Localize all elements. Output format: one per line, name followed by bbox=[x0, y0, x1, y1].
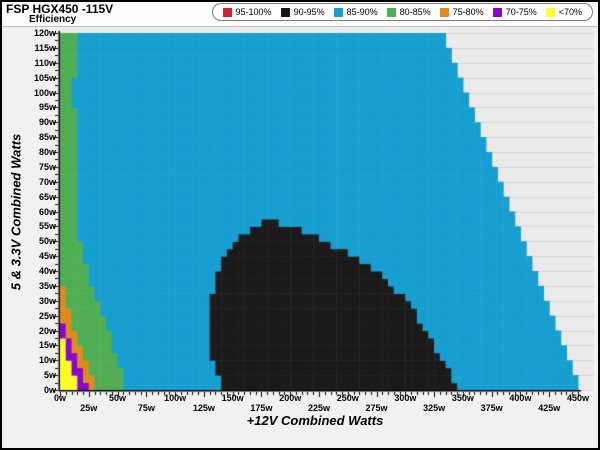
x-tick-label: 425w bbox=[538, 403, 561, 413]
y-tick-label: 0w bbox=[43, 385, 56, 395]
legend-item: 95-100% bbox=[222, 6, 272, 17]
page-title: FSP HGX450 -115V bbox=[6, 2, 114, 16]
x-tick-label: 225w bbox=[307, 403, 331, 413]
y-tick-label: 95w bbox=[38, 102, 56, 113]
y-axis-title: 5 & 3.3V Combined Watts bbox=[8, 133, 24, 291]
x-tick-label: 50w bbox=[109, 393, 127, 403]
y-tick-label: 65w bbox=[38, 191, 56, 202]
legend-item: 80-85% bbox=[386, 6, 431, 17]
y-tick-label: 45w bbox=[38, 251, 56, 262]
legend-label: 75-80% bbox=[452, 6, 484, 17]
legend-swatch-icon bbox=[545, 7, 555, 17]
y-tick-label: 115w bbox=[34, 42, 56, 53]
x-tick-label: 350w bbox=[451, 393, 474, 403]
y-tick-label: 80w bbox=[38, 147, 56, 157]
x-tick-label: 200w bbox=[279, 393, 302, 403]
y-tick-label: 110w bbox=[34, 57, 56, 68]
y-tick-label: 30w bbox=[38, 295, 56, 306]
y-tick-label: 50w bbox=[38, 236, 56, 247]
legend-item: 75-80% bbox=[439, 6, 484, 17]
y-tick-label: 40w bbox=[38, 266, 56, 276]
legend-item: 90-95% bbox=[280, 6, 325, 17]
legend-swatch-icon bbox=[492, 7, 502, 17]
y-tick-label: 15w bbox=[38, 340, 56, 351]
legend-label: 85-90% bbox=[346, 6, 378, 17]
x-tick-label: 0w bbox=[53, 393, 66, 403]
y-tick-label: 105w bbox=[33, 72, 56, 83]
legend-swatch-icon bbox=[386, 7, 396, 17]
x-tick-label: 175w bbox=[250, 403, 273, 413]
legend-label: 90-95% bbox=[293, 6, 325, 17]
legend: 95-100% 90-95% 85-90% 80-85% 75-80% 70-75% <70… bbox=[211, 3, 593, 21]
y-tick-label: 70w bbox=[38, 176, 56, 187]
y-tick-label: 100w bbox=[33, 87, 56, 98]
legend-label: 95-100% bbox=[235, 6, 272, 17]
chart-subtitle: Efficiency bbox=[29, 14, 77, 25]
x-tick-label: 250w bbox=[336, 393, 359, 403]
y-tick-label: 55w bbox=[38, 221, 56, 232]
legend-swatch-icon bbox=[222, 7, 232, 17]
legend-swatch-icon bbox=[333, 7, 343, 17]
x-tick-label: 125w bbox=[192, 403, 215, 413]
y-tick-label: 20w bbox=[38, 325, 56, 336]
y-tick-label: 35w bbox=[38, 280, 56, 291]
x-tick-label: 150w bbox=[221, 393, 244, 403]
y-tick-label: 85w bbox=[38, 132, 56, 143]
y-tick-label: 10w bbox=[38, 355, 56, 366]
x-tick-label: 275w bbox=[365, 403, 388, 413]
x-tick-label: 400w bbox=[509, 393, 532, 403]
y-tick-label: 60w bbox=[38, 206, 56, 217]
x-tick-label: 375w bbox=[480, 403, 503, 413]
x-tick-label: 300w bbox=[394, 393, 417, 403]
x-tick-label: 325w bbox=[423, 403, 446, 413]
x-tick-label: 25w bbox=[80, 403, 98, 413]
x-axis-title: +12V Combined Watts bbox=[246, 413, 384, 428]
legend-item: 85-90% bbox=[333, 6, 378, 17]
chart-header: FSP HGX450 -115V Efficiency 95-100% 90-95… bbox=[2, 2, 598, 27]
legend-item: <70% bbox=[545, 6, 582, 17]
y-tick-label: 25w bbox=[38, 310, 56, 321]
y-tick-label: 5w bbox=[43, 370, 56, 381]
legend-item: 70-75% bbox=[492, 6, 537, 17]
y-tick-label: 90w bbox=[38, 117, 56, 128]
x-tick-label: 450w bbox=[566, 393, 590, 403]
legend-swatch-icon bbox=[439, 7, 449, 17]
x-tick-label: 100w bbox=[164, 393, 187, 403]
legend-label: 70-75% bbox=[505, 6, 537, 17]
legend-label: 80-85% bbox=[399, 6, 431, 17]
x-tick-label: 75w bbox=[137, 403, 155, 413]
y-tick-label: 120w bbox=[33, 28, 56, 38]
legend-label: <70% bbox=[558, 6, 582, 17]
legend-swatch-icon bbox=[280, 7, 290, 17]
y-tick-label: 75w bbox=[38, 161, 56, 172]
